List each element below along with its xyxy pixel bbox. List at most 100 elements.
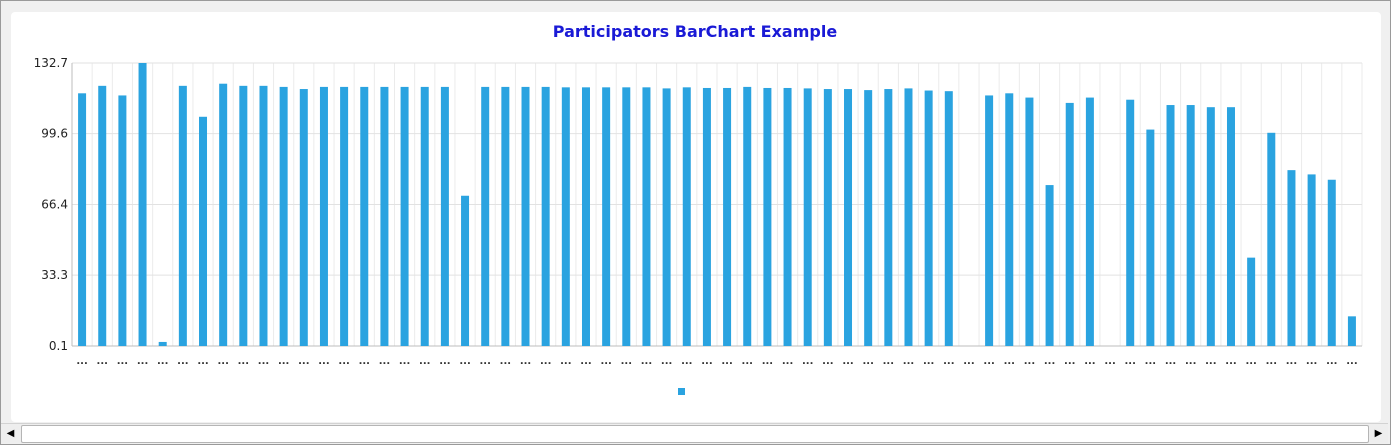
x-tick-label: ...	[379, 356, 390, 367]
bar	[985, 95, 994, 346]
bar	[138, 63, 147, 346]
x-tick-label: ...	[721, 356, 732, 367]
x-tick-label: ...	[963, 356, 974, 367]
bar	[1126, 99, 1135, 347]
chart-title: Participators BarChart Example	[552, 22, 838, 41]
scrollbar-thumb[interactable]	[21, 425, 1369, 443]
bar	[400, 86, 409, 346]
x-tick-label: ...	[600, 356, 611, 367]
bar	[1327, 179, 1336, 346]
bar	[904, 88, 913, 347]
bar	[1065, 102, 1074, 347]
x-tick-label: ...	[117, 356, 128, 367]
x-tick-label: ...	[238, 356, 249, 367]
bar	[1005, 93, 1014, 346]
bar	[501, 86, 510, 346]
x-tick-label: ...	[681, 356, 692, 367]
x-tick-label: ...	[923, 356, 934, 367]
x-tick-label: ...	[1024, 356, 1035, 367]
bar	[1267, 132, 1276, 346]
bar	[622, 87, 631, 346]
bar	[178, 85, 187, 346]
x-tick-label: ...	[1286, 356, 1297, 367]
bar	[1247, 257, 1256, 346]
bar	[158, 341, 167, 346]
x-tick-label: ...	[1125, 356, 1136, 367]
bar	[924, 90, 933, 346]
bar	[440, 86, 449, 346]
x-tick-label: ...	[419, 356, 430, 367]
y-tick-label: 66.4	[41, 198, 68, 212]
bar	[481, 86, 490, 346]
x-tick-label: ...	[580, 356, 591, 367]
x-tick-label: ...	[1185, 356, 1196, 367]
x-tick-label: ...	[1245, 356, 1256, 367]
x-tick-label: ...	[822, 356, 833, 367]
x-tick-label: ...	[318, 356, 329, 367]
bar	[319, 86, 328, 346]
x-tick-label: ...	[217, 356, 228, 367]
bar	[823, 89, 832, 346]
bar	[299, 89, 308, 346]
x-tick-label: ...	[1205, 356, 1216, 367]
x-tick-label: ...	[842, 356, 853, 367]
bar	[541, 86, 550, 346]
bar	[803, 88, 812, 347]
x-tick-label: ...	[197, 356, 208, 367]
bar	[763, 87, 772, 347]
bar	[1146, 129, 1155, 346]
bar	[239, 85, 248, 346]
x-tick-label: ...	[359, 356, 370, 367]
bar	[561, 87, 570, 346]
x-tick-label: ...	[560, 356, 571, 367]
bar	[844, 89, 853, 346]
x-tick-label: ...	[1306, 356, 1317, 367]
bar	[702, 87, 711, 347]
x-tick-label: ...	[883, 356, 894, 367]
y-tick-label: 0.1	[49, 339, 68, 353]
bar	[723, 87, 732, 347]
x-tick-label: ...	[983, 356, 994, 367]
x-tick-label: ...	[1064, 356, 1075, 367]
bar	[380, 86, 389, 346]
x-tick-label: ...	[278, 356, 289, 367]
x-tick-label: ...	[1326, 356, 1337, 367]
x-tick-label: ...	[459, 356, 470, 367]
x-tick-label: ...	[338, 356, 349, 367]
x-tick-label: ...	[177, 356, 188, 367]
bar	[199, 116, 208, 346]
x-tick-label: ...	[399, 356, 410, 367]
x-tick-label: ...	[903, 356, 914, 367]
x-tick-label: ...	[540, 356, 551, 367]
bar	[521, 86, 530, 346]
bar	[360, 86, 369, 346]
bar	[118, 95, 127, 346]
x-tick-label: ...	[76, 356, 87, 367]
x-tick-label: ...	[1145, 356, 1156, 367]
x-tick-label: ...	[500, 356, 511, 367]
y-tick-label: 99.6	[41, 127, 68, 141]
y-tick-label: 132.7	[34, 56, 68, 70]
scroll-right-arrow-icon[interactable]: ▶	[1374, 428, 1383, 439]
bar	[743, 86, 752, 346]
bar	[78, 93, 87, 346]
bar	[259, 85, 268, 346]
scroll-left-arrow-icon[interactable]: ◀	[6, 428, 15, 439]
bar	[682, 87, 691, 346]
x-tick-label: ...	[520, 356, 531, 367]
bar	[1045, 185, 1054, 346]
bar	[662, 88, 671, 347]
x-tick-label: ...	[1225, 356, 1236, 367]
bar	[1307, 174, 1316, 346]
x-tick-label: ...	[1004, 356, 1015, 367]
horizontal-scrollbar[interactable]: ◀ ▶	[1, 423, 1388, 443]
bar	[1287, 170, 1296, 346]
x-tick-label: ...	[862, 356, 873, 367]
x-tick-label: ...	[1044, 356, 1055, 367]
x-tick-label: ...	[762, 356, 773, 367]
x-tick-label: ...	[782, 356, 793, 367]
x-tick-label: ...	[1084, 356, 1095, 367]
bar	[602, 87, 611, 346]
bar	[581, 87, 590, 346]
